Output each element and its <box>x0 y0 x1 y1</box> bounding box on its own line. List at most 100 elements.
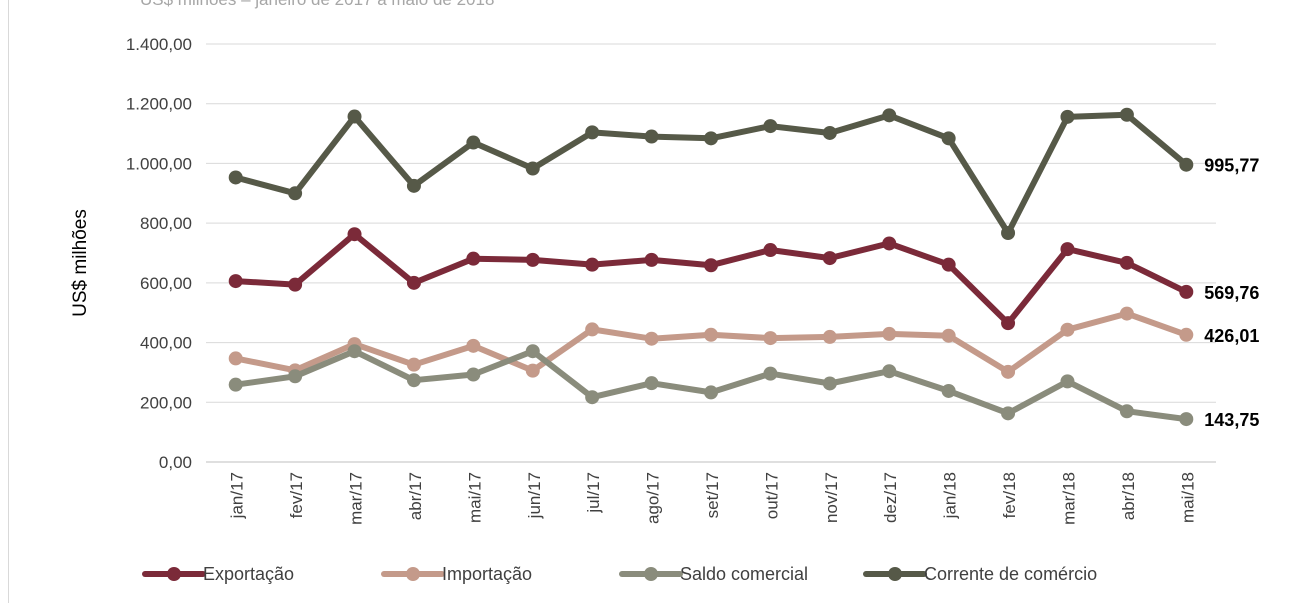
data-point-corrente-de-comercio <box>941 131 956 146</box>
x-tick-label: mai/17 <box>465 472 484 523</box>
legend-label-corrente-de-comercio: Corrente de comércio <box>924 564 1097 584</box>
data-point-corrente-de-comercio <box>406 178 421 193</box>
data-point-importacao <box>466 338 481 353</box>
data-point-importacao <box>1060 322 1075 337</box>
data-point-importacao <box>1179 327 1194 342</box>
x-tick-label: abr/18 <box>1119 472 1138 520</box>
legend-label-exportacao: Exportação <box>203 564 294 584</box>
data-point-saldo-comercial <box>763 366 778 381</box>
data-point-exportacao <box>644 252 659 267</box>
data-point-exportacao <box>882 236 897 251</box>
y-tick-label: 400,00 <box>140 334 192 353</box>
data-point-saldo-comercial <box>1001 406 1016 421</box>
data-point-corrente-de-comercio <box>704 131 718 146</box>
data-point-importacao <box>525 363 540 378</box>
data-point-exportacao <box>406 275 421 290</box>
series-line-exportacao <box>232 231 1190 327</box>
data-point-corrente-de-comercio <box>1001 225 1016 240</box>
legend-marker-corrente-de-comercio <box>888 567 902 581</box>
data-point-saldo-comercial <box>525 344 540 359</box>
data-point-exportacao <box>466 251 481 266</box>
legend-marker-saldo-comercial <box>644 567 658 581</box>
y-tick-label: 1.400,00 <box>126 35 192 54</box>
legend-marker-importacao <box>406 567 420 581</box>
y-tick-label: 200,00 <box>140 393 192 412</box>
x-tick-label: ago/17 <box>644 472 663 524</box>
chart-frame-left-border <box>8 0 9 603</box>
data-point-saldo-comercial <box>941 383 956 398</box>
x-tick-label: abr/17 <box>406 472 425 520</box>
data-point-saldo-comercial <box>466 367 481 382</box>
x-tick-label: jan/18 <box>941 472 960 519</box>
y-axis-title: US$ milhões <box>70 209 91 317</box>
data-point-corrente-de-comercio <box>466 135 481 150</box>
data-point-corrente-de-comercio <box>228 170 243 185</box>
series-line-saldo-comercial <box>232 348 1190 423</box>
x-tick-label: jun/17 <box>525 472 544 519</box>
data-point-importacao <box>228 351 243 366</box>
y-tick-label: 1.000,00 <box>126 154 192 173</box>
data-point-saldo-comercial <box>228 377 243 392</box>
x-tick-label: jul/17 <box>584 472 603 514</box>
data-point-importacao <box>644 331 659 346</box>
x-tick-label: mar/18 <box>1059 472 1078 525</box>
end-label-saldo-comercial: 143,75 <box>1204 410 1259 430</box>
data-point-corrente-de-comercio <box>585 125 600 140</box>
data-point-exportacao <box>347 227 362 242</box>
data-point-saldo-comercial <box>288 369 303 384</box>
data-point-exportacao <box>1119 255 1134 270</box>
data-point-exportacao <box>1179 284 1194 299</box>
data-point-saldo-comercial <box>1060 374 1075 389</box>
data-point-importacao <box>585 322 600 337</box>
data-point-importacao <box>763 331 778 346</box>
data-point-corrente-de-comercio <box>1060 109 1075 124</box>
x-tick-label: mai/18 <box>1178 472 1197 523</box>
data-point-saldo-comercial <box>585 390 600 405</box>
x-tick-label: nov/17 <box>822 472 841 523</box>
data-point-exportacao <box>822 251 837 266</box>
x-tick-label: fev/18 <box>1000 472 1019 518</box>
data-point-exportacao <box>763 243 778 258</box>
data-point-saldo-comercial <box>644 376 659 391</box>
data-point-importacao <box>406 357 421 372</box>
data-point-saldo-comercial <box>1119 404 1134 419</box>
data-point-exportacao <box>1060 242 1075 257</box>
data-point-corrente-de-comercio <box>763 119 778 134</box>
data-point-saldo-comercial <box>406 373 421 388</box>
data-point-saldo-comercial <box>347 344 362 359</box>
data-point-importacao <box>822 329 837 344</box>
x-tick-label: mar/17 <box>347 472 366 525</box>
legend-marker-exportacao <box>167 567 181 581</box>
legend-label-saldo-comercial: Saldo comercial <box>680 564 808 584</box>
data-point-saldo-comercial <box>822 376 837 391</box>
data-point-exportacao <box>585 257 600 272</box>
data-point-exportacao <box>288 277 303 292</box>
end-label-corrente-de-comercio: 995,77 <box>1204 156 1259 176</box>
data-point-corrente-de-comercio <box>288 186 303 201</box>
end-label-importacao: 426,01 <box>1204 326 1259 346</box>
y-tick-label: 600,00 <box>140 274 192 293</box>
data-point-importacao <box>1119 306 1134 321</box>
data-point-corrente-de-comercio <box>347 109 362 124</box>
x-tick-label: dez/17 <box>881 472 900 523</box>
data-point-corrente-de-comercio <box>822 125 837 140</box>
chart-subtitle: US$ milhões – janeiro de 2017 a maio de … <box>140 0 494 10</box>
data-point-exportacao <box>941 257 956 272</box>
x-tick-label: out/17 <box>762 472 781 519</box>
data-point-importacao <box>1001 364 1016 379</box>
data-point-importacao <box>882 326 897 341</box>
y-tick-label: 800,00 <box>140 214 192 233</box>
data-point-saldo-comercial <box>882 364 897 379</box>
data-point-corrente-de-comercio <box>1179 157 1194 172</box>
x-tick-label: fev/17 <box>287 472 306 518</box>
data-point-corrente-de-comercio <box>1119 107 1134 122</box>
x-tick-label: jan/17 <box>228 472 247 519</box>
x-tick-label: set/17 <box>703 472 722 518</box>
data-point-saldo-comercial <box>1179 412 1194 427</box>
data-point-saldo-comercial <box>704 385 718 400</box>
y-tick-label: 1.200,00 <box>126 95 192 114</box>
legend-label-importacao: Importação <box>442 564 532 584</box>
data-point-corrente-de-comercio <box>525 161 540 176</box>
